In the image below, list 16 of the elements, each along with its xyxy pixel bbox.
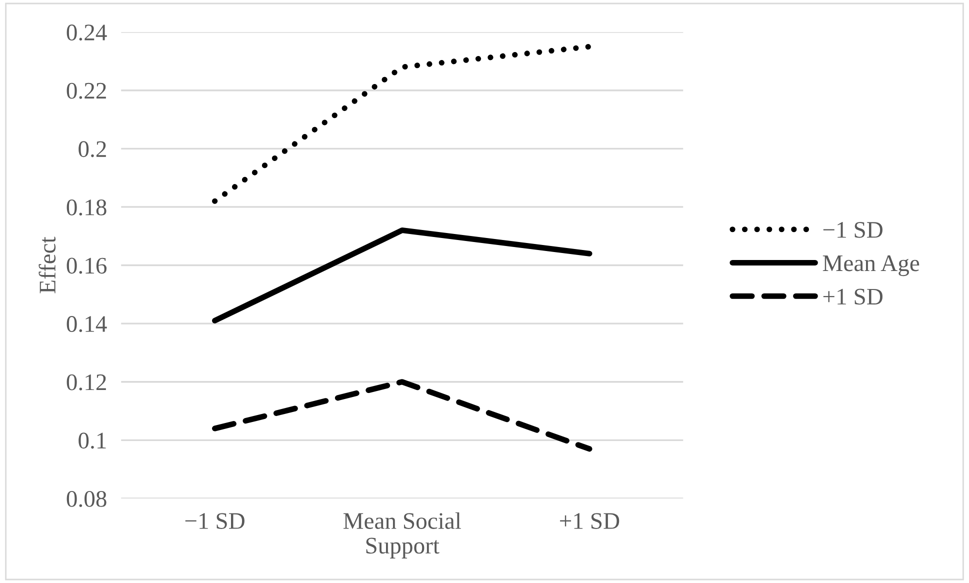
y-tick-label: 0.18: [66, 199, 106, 216]
x-tick-label: −1 SD: [185, 513, 244, 529]
y-axis-title: Effect: [38, 236, 56, 294]
legend-label: −1 SD: [823, 222, 882, 238]
y-tick-label: 0.16: [66, 258, 107, 274]
x-tick-label: +1 SD: [560, 513, 620, 529]
y-tick-label: 0.08: [66, 490, 106, 507]
y-tick-label: 0.1: [78, 432, 106, 449]
y-tick-label: 0.22: [66, 82, 106, 99]
y-tick-label: 0.12: [66, 374, 106, 390]
y-tick-label: 0.14: [66, 316, 107, 332]
y-tick-label: 0.2: [78, 141, 106, 158]
legend-label: Mean Age: [822, 255, 920, 276]
legend-label: +1 SD: [823, 288, 882, 305]
y-tick-label: 0.24: [66, 24, 107, 41]
x-tick-label: Mean Social Support: [343, 512, 461, 558]
